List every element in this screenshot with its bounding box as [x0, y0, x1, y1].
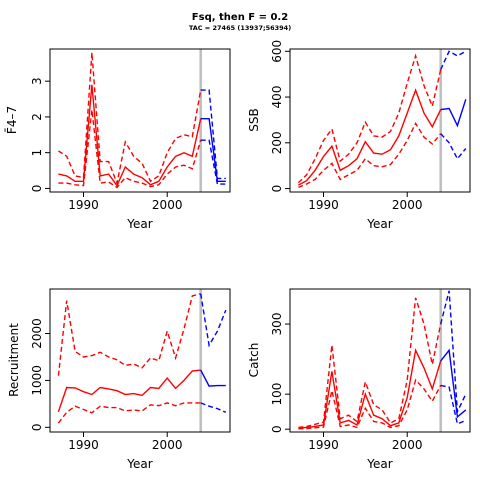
ssb-projection-lower-line	[440, 133, 467, 161]
recruitment-xtick-label: 2000	[152, 438, 183, 452]
recruitment-ytick-label: 1000	[30, 365, 44, 396]
ssb-ytick-label: 600	[270, 40, 284, 63]
catch-xtick-label: 2000	[392, 438, 423, 452]
fbar-marks	[58, 49, 226, 192]
recruitment-xlabel: Year	[126, 457, 152, 471]
recruitment-xtick-label: 1990	[68, 438, 99, 452]
fbar-ticks: 1990 2000 0 1 2 3	[30, 77, 182, 212]
fbar-history-lower-line	[58, 109, 202, 189]
fbar-plot-frame	[49, 48, 231, 193]
fbar-ytick-label: 3	[30, 77, 44, 85]
fbar-projection-upper-line	[200, 89, 226, 180]
recruitment-history-median-line	[57, 369, 201, 413]
catch-ytick-label: 100	[270, 383, 284, 406]
ssb-ytick-label: 200	[270, 131, 284, 154]
recruitment-ytick-label: 2000	[30, 318, 44, 349]
ssb-projection-upper-line	[440, 50, 467, 70]
ssb-history-median-line	[298, 88, 442, 186]
ssb-projection-median-line	[440, 99, 467, 128]
recruitment-history-lower-line	[57, 402, 201, 424]
recruitment-ylabel: Recruitment	[7, 323, 21, 397]
fbar-xtick-label: 1990	[68, 198, 99, 212]
panel-fbar: 1990 2000 0 1 2 3 Year F̄4–7	[5, 48, 231, 231]
fbar-ylabel: F̄4–7	[5, 106, 19, 134]
panel-ssb: 1990 2000 0 200 400 600 Year SSB	[247, 40, 471, 231]
ssb-xtick-label: 2000	[392, 198, 423, 212]
catch-marks	[298, 289, 467, 432]
ssb-plot-frame	[289, 48, 471, 193]
recruitment-history-upper-line	[57, 293, 201, 376]
ssb-ytick-label: 400	[270, 86, 284, 109]
recruitment-projection-median-line	[200, 369, 226, 387]
fbar-history-median-line	[58, 84, 202, 187]
fbar-ytick-label: 0	[30, 185, 44, 193]
recruitment-ticks: 1990 2000 0 1000 2000	[30, 318, 182, 452]
ssb-history-lower-line	[298, 121, 442, 189]
fbar-history-upper-line	[58, 52, 202, 186]
catch-ticks: 1990 2000 0 100 300	[270, 313, 422, 452]
catch-ytick-label: 0	[270, 425, 284, 433]
catch-history-upper-line	[298, 297, 442, 429]
ssb-marks	[297, 49, 467, 192]
panel-catch: 1990 2000 0 100 300 Year Catch	[247, 288, 471, 471]
catch-projection-upper-line	[440, 290, 467, 415]
fbar-xtick-label: 2000	[152, 198, 183, 212]
catch-history-median-line	[298, 348, 442, 429]
ssb-ticks: 1990 2000 0 200 400 600	[270, 40, 422, 212]
catch-projection-median-line	[440, 348, 467, 419]
recruitment-ytick-label: 0	[30, 423, 44, 431]
figure-title: Fsq, then F = 0.2	[192, 12, 288, 23]
catch-plot-frame	[289, 288, 471, 433]
catch-history-lower-line	[298, 378, 442, 430]
panel-recruitment: 1990 2000 0 1000 2000 Year Recruitment	[7, 288, 231, 471]
catch-xtick-label: 1990	[308, 438, 339, 452]
catch-ytick-label: 300	[270, 313, 284, 336]
catch-xlabel: Year	[366, 457, 392, 471]
catch-ylabel: Catch	[247, 343, 261, 378]
fbar-projection-lower-line	[200, 139, 226, 185]
fbar-ytick-label: 1	[30, 149, 44, 157]
ssb-history-upper-line	[297, 53, 442, 184]
ssb-xlabel: Year	[366, 217, 392, 231]
fbar-projection-median-line	[200, 117, 226, 183]
fbar-ytick-label: 2	[30, 113, 44, 121]
ssb-ytick-label: 0	[270, 185, 284, 193]
ssb-ylabel: SSB	[247, 108, 261, 131]
catch-projection-lower-line	[440, 384, 467, 425]
fbar-xlabel: Year	[126, 217, 152, 231]
ssb-xtick-label: 1990	[308, 198, 339, 212]
recruitment-projection-lower-line	[200, 402, 227, 413]
recruitment-marks	[57, 289, 227, 432]
recruitment-plot-frame	[49, 288, 231, 433]
figure-subtitle: TAC = 27465 (13937;56394)	[189, 24, 291, 32]
recruitment-projection-upper-line	[200, 293, 227, 348]
